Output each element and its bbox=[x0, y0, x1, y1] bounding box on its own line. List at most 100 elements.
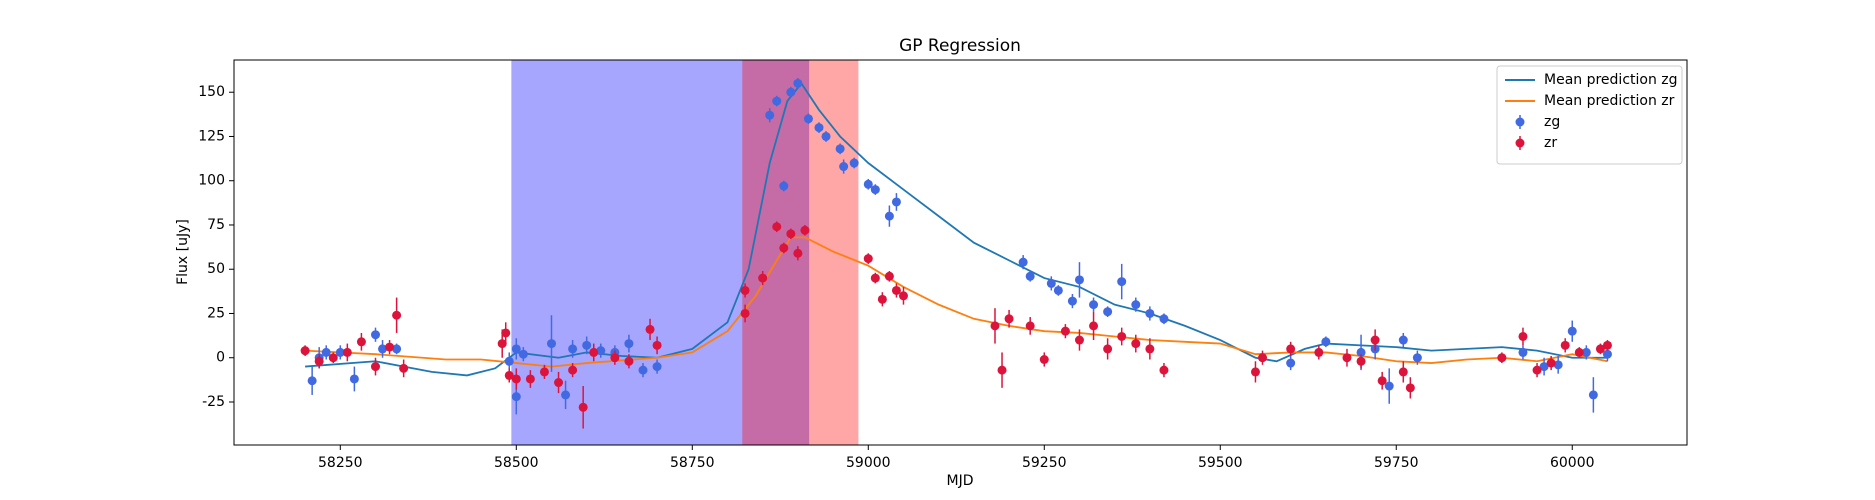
data-point bbox=[1314, 347, 1324, 357]
data-point bbox=[546, 339, 556, 349]
data-point bbox=[1046, 278, 1056, 288]
chart-title: GP Regression bbox=[899, 36, 1021, 56]
y-tick-label: 150 bbox=[198, 84, 225, 100]
data-point bbox=[1250, 367, 1260, 377]
data-point bbox=[501, 328, 511, 338]
data-point bbox=[1131, 339, 1141, 349]
data-point bbox=[392, 310, 402, 320]
data-point bbox=[638, 365, 648, 375]
plot-area bbox=[300, 78, 1612, 429]
data-point bbox=[1117, 277, 1127, 287]
y-tick-label: 0 bbox=[216, 350, 225, 366]
data-point bbox=[561, 390, 571, 400]
data-point bbox=[1588, 390, 1598, 400]
x-tick-label: 59750 bbox=[1374, 455, 1419, 471]
data-point bbox=[385, 342, 395, 352]
data-point bbox=[891, 197, 901, 207]
data-point bbox=[568, 344, 578, 354]
x-tick-label: 59500 bbox=[1198, 455, 1243, 471]
data-point bbox=[740, 285, 750, 295]
data-point bbox=[821, 131, 831, 141]
data-point bbox=[898, 291, 908, 301]
y-tick-label: 125 bbox=[198, 128, 225, 144]
data-point bbox=[997, 365, 1007, 375]
data-point bbox=[624, 356, 634, 366]
data-point bbox=[803, 114, 813, 124]
data-point bbox=[578, 402, 588, 412]
data-point bbox=[1370, 335, 1380, 345]
data-point bbox=[1574, 347, 1584, 357]
data-point bbox=[511, 374, 521, 384]
data-point bbox=[1398, 335, 1408, 345]
legend-box bbox=[1496, 65, 1683, 165]
data-point bbox=[793, 78, 803, 88]
data-point bbox=[518, 349, 528, 359]
data-point bbox=[356, 337, 366, 347]
data-point bbox=[504, 356, 514, 366]
data-point bbox=[370, 362, 380, 372]
data-point bbox=[342, 347, 352, 357]
data-point bbox=[652, 362, 662, 372]
x-tick-label: 59250 bbox=[1022, 455, 1067, 471]
data-point bbox=[568, 365, 578, 375]
data-point bbox=[589, 347, 599, 357]
data-point bbox=[863, 254, 873, 264]
x-tick-label: 59000 bbox=[846, 455, 891, 471]
data-point bbox=[554, 378, 564, 388]
data-point bbox=[1553, 360, 1563, 370]
data-point bbox=[1159, 365, 1169, 375]
data-point bbox=[1560, 340, 1570, 350]
legend-label: Mean prediction zr bbox=[1544, 93, 1675, 109]
data-point bbox=[1018, 257, 1028, 267]
mean-line bbox=[305, 236, 1608, 368]
data-point bbox=[1145, 308, 1155, 318]
plot-frame bbox=[233, 59, 1688, 446]
data-point bbox=[870, 273, 880, 283]
x-tick-label: 60000 bbox=[1550, 455, 1595, 471]
data-point bbox=[1089, 321, 1099, 331]
data-point bbox=[1074, 335, 1084, 345]
data-point bbox=[1074, 275, 1084, 285]
data-point bbox=[582, 340, 592, 350]
x-axis-label: MJD bbox=[947, 473, 974, 489]
data-point bbox=[1405, 383, 1415, 393]
mean-line bbox=[305, 81, 1608, 377]
data-point bbox=[1567, 326, 1577, 336]
data-point bbox=[349, 374, 359, 384]
data-point bbox=[1258, 353, 1268, 363]
data-point bbox=[1053, 285, 1063, 295]
data-point bbox=[863, 179, 873, 189]
data-point bbox=[1518, 331, 1528, 341]
y-tick-label: 50 bbox=[207, 261, 225, 277]
legend-label: Mean prediction zg bbox=[1544, 72, 1678, 88]
data-point bbox=[645, 324, 655, 334]
data-point bbox=[800, 225, 810, 235]
x-tick-label: 58750 bbox=[670, 455, 715, 471]
legend-label: zr bbox=[1544, 135, 1557, 151]
data-point bbox=[1117, 331, 1127, 341]
data-point bbox=[1145, 344, 1155, 354]
data-point bbox=[596, 346, 606, 356]
data-point bbox=[1595, 344, 1605, 354]
data-point bbox=[793, 248, 803, 258]
data-point bbox=[779, 181, 789, 191]
data-point bbox=[990, 321, 1000, 331]
data-point bbox=[849, 158, 859, 168]
data-point bbox=[779, 243, 789, 253]
data-point bbox=[1398, 367, 1408, 377]
x-tick-label: 58500 bbox=[494, 455, 539, 471]
data-point bbox=[1602, 340, 1612, 350]
data-point bbox=[1089, 300, 1099, 310]
y-tick-label: 75 bbox=[207, 217, 225, 233]
data-point bbox=[1342, 353, 1352, 363]
data-point bbox=[877, 294, 887, 304]
data-point bbox=[624, 339, 634, 349]
data-point bbox=[1532, 365, 1542, 375]
data-point bbox=[539, 367, 549, 377]
data-point bbox=[392, 344, 402, 354]
data-point bbox=[321, 347, 331, 357]
data-point bbox=[497, 339, 507, 349]
data-point bbox=[378, 344, 388, 354]
data-point bbox=[511, 392, 521, 402]
